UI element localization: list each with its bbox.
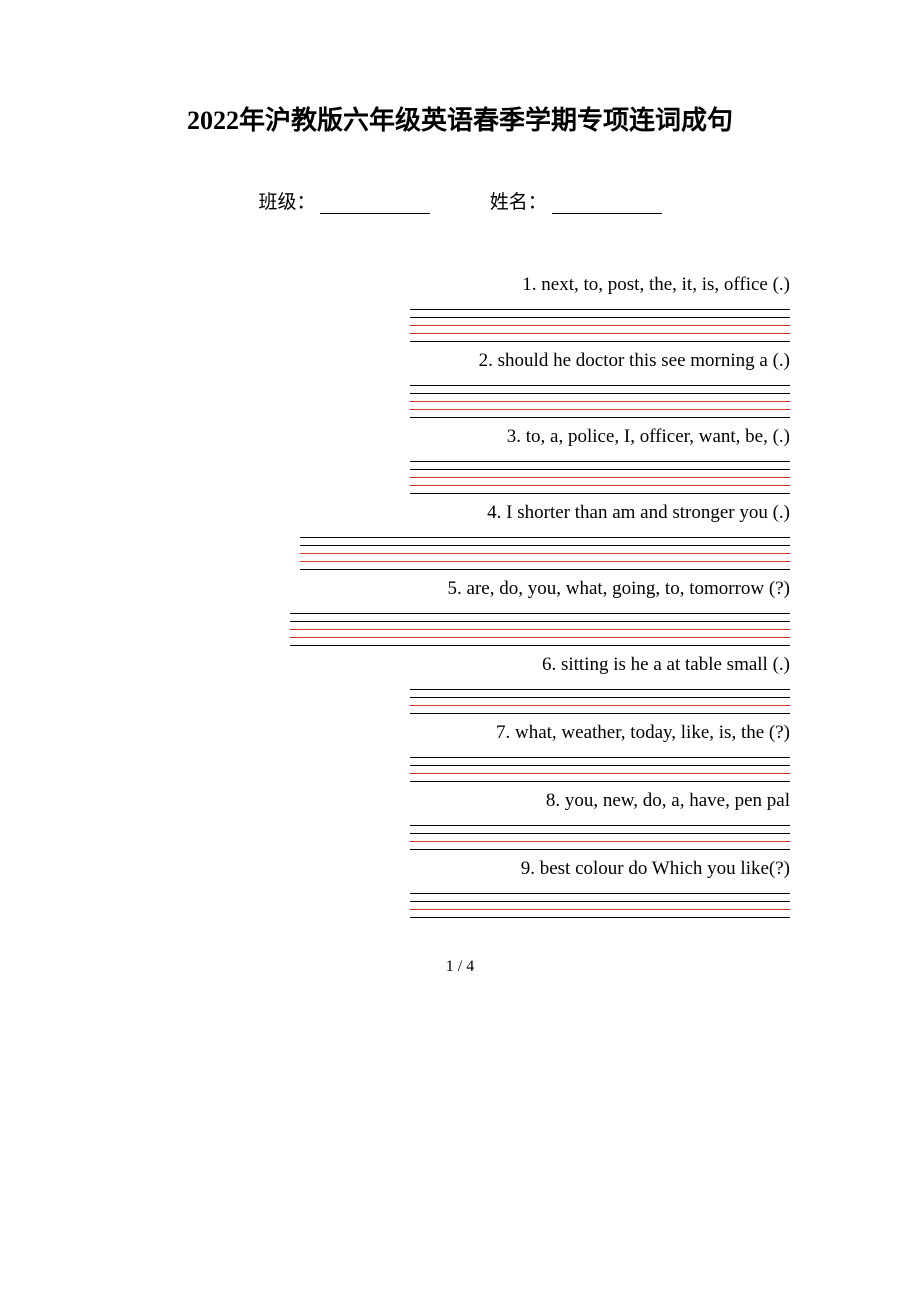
answer-line-black [410, 894, 790, 902]
answer-lines-wrap [130, 886, 790, 918]
answer-line-red [290, 622, 790, 630]
answer-line-red [410, 470, 790, 478]
worksheet-page: 2022年沪教版六年级英语春季学期专项连词成句 班级： 姓名： 1. next,… [0, 0, 920, 1016]
answer-line-red [300, 554, 790, 562]
answer-line-red [410, 318, 790, 326]
answer-lines[interactable] [410, 302, 790, 342]
answer-line-black [300, 530, 790, 538]
name-label: 姓名： [490, 187, 547, 214]
answer-line-red [410, 402, 790, 410]
answer-line-red [300, 546, 790, 554]
answer-line-black [300, 562, 790, 570]
answer-lines[interactable] [410, 682, 790, 714]
answer-line-black [410, 886, 790, 894]
answer-lines[interactable] [410, 378, 790, 418]
question-block: 5. are, do, you, what, going, to, tomorr… [130, 578, 790, 646]
question-text: 8. you, new, do, a, have, pen pal [130, 790, 790, 812]
answer-lines-wrap [130, 818, 790, 850]
answer-lines-wrap [130, 454, 790, 494]
answer-line-red [410, 698, 790, 706]
name-blank[interactable] [552, 195, 662, 214]
answer-line-black [300, 538, 790, 546]
answer-lines[interactable] [410, 454, 790, 494]
answer-line-red [290, 630, 790, 638]
questions-container: 1. next, to, post, the, it, is, office (… [130, 274, 790, 918]
answer-lines[interactable] [300, 530, 790, 570]
answer-line-black [410, 774, 790, 782]
question-text: 7. what, weather, today, like, is, the (… [130, 722, 790, 744]
answer-lines[interactable] [410, 886, 790, 918]
answer-line-black [410, 682, 790, 690]
question-text: 4. I shorter than am and stronger you (.… [130, 502, 790, 524]
answer-lines[interactable] [410, 818, 790, 850]
question-block: 4. I shorter than am and stronger you (.… [130, 502, 790, 570]
answer-line-black [410, 842, 790, 850]
answer-line-red [410, 766, 790, 774]
answer-line-red [410, 478, 790, 486]
question-block: 3. to, a, police, I, officer, want, be, … [130, 426, 790, 494]
answer-line-black [410, 706, 790, 714]
answer-line-black [290, 638, 790, 646]
question-text: 6. sitting is he a at table small (.) [130, 654, 790, 676]
question-text: 9. best colour do Which you like(?) [130, 858, 790, 880]
question-block: 7. what, weather, today, like, is, the (… [130, 722, 790, 782]
question-text: 1. next, to, post, the, it, is, office (… [130, 274, 790, 296]
answer-lines-wrap [130, 682, 790, 714]
answer-line-black [410, 454, 790, 462]
answer-line-red [410, 394, 790, 402]
answer-line-red [410, 902, 790, 910]
answer-line-black [410, 750, 790, 758]
answer-line-black [410, 410, 790, 418]
question-block: 9. best colour do Which you like(?) [130, 858, 790, 918]
answer-line-black [410, 378, 790, 386]
answer-lines-wrap [130, 750, 790, 782]
answer-lines[interactable] [290, 606, 790, 646]
document-title: 2022年沪教版六年级英语春季学期专项连词成句 [130, 100, 790, 137]
answer-line-black [290, 606, 790, 614]
answer-lines[interactable] [410, 750, 790, 782]
page-number: 1 / 4 [130, 958, 790, 976]
answer-line-black [290, 614, 790, 622]
question-block: 1. next, to, post, the, it, is, office (… [130, 274, 790, 342]
question-text: 3. to, a, police, I, officer, want, be, … [130, 426, 790, 448]
question-text: 5. are, do, you, what, going, to, tomorr… [130, 578, 790, 600]
answer-line-black [410, 386, 790, 394]
answer-line-black [410, 302, 790, 310]
answer-line-black [410, 310, 790, 318]
answer-line-red [410, 834, 790, 842]
student-info-line: 班级： 姓名： [130, 187, 790, 214]
answer-line-black [410, 910, 790, 918]
question-block: 8. you, new, do, a, have, pen pal [130, 790, 790, 850]
answer-lines-wrap [130, 378, 790, 418]
answer-line-red [410, 326, 790, 334]
answer-line-black [410, 758, 790, 766]
class-blank[interactable] [320, 195, 430, 214]
answer-line-black [410, 690, 790, 698]
answer-line-black [410, 826, 790, 834]
question-text: 2. should he doctor this see morning a (… [130, 350, 790, 372]
answer-line-black [410, 486, 790, 494]
answer-line-black [410, 334, 790, 342]
answer-line-black [410, 462, 790, 470]
answer-lines-wrap [130, 530, 790, 570]
class-label: 班级： [258, 187, 315, 214]
answer-lines-wrap [130, 302, 790, 342]
answer-line-black [410, 818, 790, 826]
question-block: 2. should he doctor this see morning a (… [130, 350, 790, 418]
question-block: 6. sitting is he a at table small (.) [130, 654, 790, 714]
answer-lines-wrap [130, 606, 790, 646]
